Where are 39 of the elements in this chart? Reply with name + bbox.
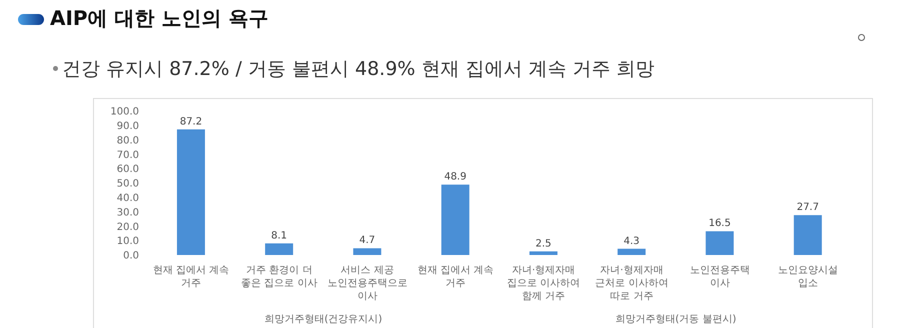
data-label: 4.3	[624, 236, 640, 247]
y-tick-label: 40.0	[116, 192, 139, 204]
chart-subtitle: 건강 유지시 87.2% / 거동 불편시 48.9% 현재 집에서 계속 거주 희망	[62, 57, 655, 82]
y-tick-label: 80.0	[116, 135, 139, 146]
y-tick-label: 60.0	[116, 164, 139, 176]
y-tick-label: 100.0	[110, 106, 139, 118]
y-tick-label: 30.0	[116, 207, 139, 218]
text: 희망거주형태(건강유지시)	[263, 313, 384, 326]
x-tick-label: 노인요양시설 입소	[778, 265, 838, 289]
bar	[794, 215, 822, 255]
data-label: 27.7	[796, 202, 819, 214]
chart-title: AIP에 대한 노인의 욕구	[50, 5, 268, 32]
data-label: 4.7	[359, 235, 376, 246]
data-label: 16.5	[708, 218, 731, 230]
y-tick-label: 10.0	[116, 236, 139, 248]
x-tick-label: 현재 집에서 계속 거주	[417, 265, 494, 289]
data-label: 8.1	[271, 230, 288, 242]
bar	[176, 129, 205, 255]
bar	[353, 248, 382, 255]
x-tick-label: 자녀·형제자매 집으로 이사하여 함께 거주	[506, 265, 580, 302]
y-tick-label: 0.0	[123, 250, 139, 262]
bar	[441, 184, 470, 255]
x-tick-label: 자녀·형제자매 근처로 이사하여 따로 거주	[595, 265, 668, 302]
y-tick-label: 20.0	[116, 222, 139, 233]
y-tick-label: 70.0	[116, 150, 139, 161]
x-tick-label: 현재 집에서 계속 거주	[152, 265, 230, 289]
bar	[265, 243, 294, 255]
bar	[706, 231, 734, 255]
y-tick-label: 90.0	[116, 120, 139, 132]
x-tick-label: 거주 환경이 더 좋은 집으로 이사	[241, 265, 318, 289]
bar	[618, 248, 646, 255]
data-label: 48.9	[444, 172, 466, 183]
data-label: 87.2	[180, 116, 202, 128]
y-tick-label: 50.0	[116, 178, 139, 190]
x-tick-label: 서비스 제공 노인전용주택으로 이사	[327, 265, 408, 302]
x-tick-label: 노인전용주택 이사	[690, 265, 750, 289]
data-label: 2.5	[536, 238, 552, 250]
text: 희망거주형태(거동 불편시)	[614, 313, 738, 326]
bar	[529, 251, 558, 255]
